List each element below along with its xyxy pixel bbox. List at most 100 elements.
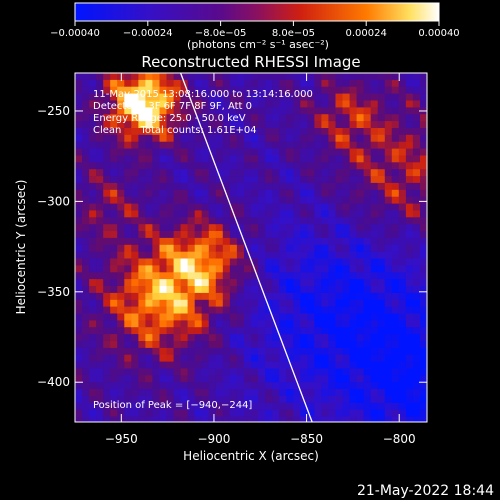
- heatmap-cell: [96, 396, 104, 404]
- heatmap-cell: [75, 217, 83, 225]
- heatmap-cell: [180, 100, 189, 108]
- heatmap-cell: [384, 210, 393, 218]
- heatmap-cell: [229, 134, 238, 143]
- heatmap-cell: [145, 320, 153, 328]
- heatmap-cell: [152, 396, 160, 404]
- heatmap-cell: [145, 196, 153, 205]
- heatmap-cell: [349, 361, 358, 370]
- heatmap-cell: [194, 203, 203, 212]
- heatmap-cell: [328, 375, 336, 383]
- heatmap-cell: [251, 354, 259, 363]
- heatmap-cell: [138, 107, 146, 115]
- heatmap-cell: [194, 169, 203, 177]
- heatmap-cell: [405, 114, 414, 122]
- heatmap-cell: [159, 210, 168, 218]
- heatmap-cell: [103, 237, 111, 246]
- heatmap-cell: [222, 155, 231, 163]
- heatmap-cell: [300, 155, 308, 163]
- heatmap-cell: [117, 251, 125, 260]
- heatmap-cell: [187, 327, 196, 335]
- heatmap-cell: [222, 176, 231, 184]
- heatmap-cell: [335, 416, 344, 422]
- heatmap-cell: [236, 347, 245, 356]
- heatmap-cell: [222, 313, 231, 321]
- heatmap-cell: [300, 313, 308, 321]
- heatmap-cell: [117, 231, 125, 239]
- heatmap-cell: [82, 341, 90, 349]
- heatmap-cell: [405, 162, 414, 170]
- heatmap-cell: [229, 306, 238, 315]
- heatmap-cell: [293, 347, 301, 356]
- heatmap-cell: [124, 203, 132, 212]
- heatmap-cell: [342, 320, 351, 328]
- heatmap-cell: [370, 341, 379, 349]
- heatmap-cell: [342, 375, 351, 383]
- heatmap-cell: [321, 169, 329, 177]
- heatmap-cell: [145, 251, 153, 260]
- heatmap-cell: [398, 341, 407, 349]
- heatmap-cell: [342, 162, 351, 170]
- heatmap-cell: [258, 368, 266, 376]
- heatmap-cell: [286, 389, 294, 397]
- heatmap-cell: [215, 286, 224, 294]
- heatmap-cell: [222, 389, 231, 397]
- heatmap-cell: [286, 244, 294, 253]
- heatmap-cell: [138, 100, 146, 108]
- heatmap-cell: [412, 306, 421, 315]
- heatmap-cell: [335, 279, 344, 287]
- heatmap-cell: [286, 224, 294, 232]
- heatmap-cell: [103, 347, 111, 356]
- heatmap-cell: [124, 347, 132, 356]
- heatmap-cell: [272, 100, 280, 108]
- heatmap-cell: [103, 141, 111, 150]
- heatmap-cell: [89, 93, 97, 102]
- heatmap-cell: [293, 361, 301, 370]
- heatmap-cell: [300, 107, 308, 115]
- heatmap-cell: [377, 107, 386, 115]
- heatmap-cell: [321, 334, 329, 342]
- heatmap-cell: [89, 279, 97, 287]
- heatmap-cell: [384, 299, 393, 308]
- heatmap-cell: [75, 237, 83, 246]
- heatmap-cell: [321, 313, 329, 321]
- heatmap-cell: [145, 416, 153, 422]
- heatmap-cell: [258, 292, 266, 301]
- heatmap-cell: [279, 169, 287, 177]
- y-tick-label: −350: [37, 285, 70, 299]
- heatmap-cell: [265, 224, 273, 232]
- heatmap-cell: [96, 100, 104, 108]
- heatmap-cell: [293, 148, 301, 157]
- heatmap-cell: [286, 396, 294, 404]
- heatmap-cell: [222, 375, 231, 383]
- heatmap-cell: [363, 375, 372, 383]
- colorbar-tick-label: −0.00024: [123, 28, 173, 39]
- heatmap-cell: [208, 389, 217, 397]
- heatmap-cell: [398, 73, 407, 81]
- heatmap-cell: [89, 251, 97, 260]
- heatmap-cell: [328, 299, 336, 308]
- heatmap-cell: [391, 148, 400, 157]
- heatmap-cell: [377, 402, 386, 411]
- heatmap-cell: [427, 176, 435, 184]
- heatmap-cell: [229, 299, 238, 308]
- heatmap-cell: [187, 189, 196, 198]
- heatmap-cell: [173, 396, 182, 404]
- heatmap-cell: [96, 279, 104, 287]
- heatmap-cell: [300, 182, 308, 191]
- heatmap-cell: [173, 361, 182, 370]
- heatmap-cell: [258, 354, 266, 363]
- heatmap-cell: [427, 210, 435, 218]
- heatmap-cell: [96, 382, 104, 390]
- heatmap-cell: [272, 368, 280, 376]
- heatmap-cell: [82, 224, 90, 232]
- heatmap-cell: [370, 299, 379, 308]
- heatmap-cell: [236, 251, 245, 260]
- heatmap-cell: [236, 396, 245, 404]
- heatmap-cell: [307, 224, 315, 232]
- heatmap-cell: [82, 93, 90, 102]
- heatmap-cell: [152, 176, 160, 184]
- heatmap-cell: [159, 402, 168, 411]
- heatmap-cell: [222, 148, 231, 157]
- heatmap-cell: [258, 237, 266, 246]
- heatmap-cell: [420, 327, 427, 335]
